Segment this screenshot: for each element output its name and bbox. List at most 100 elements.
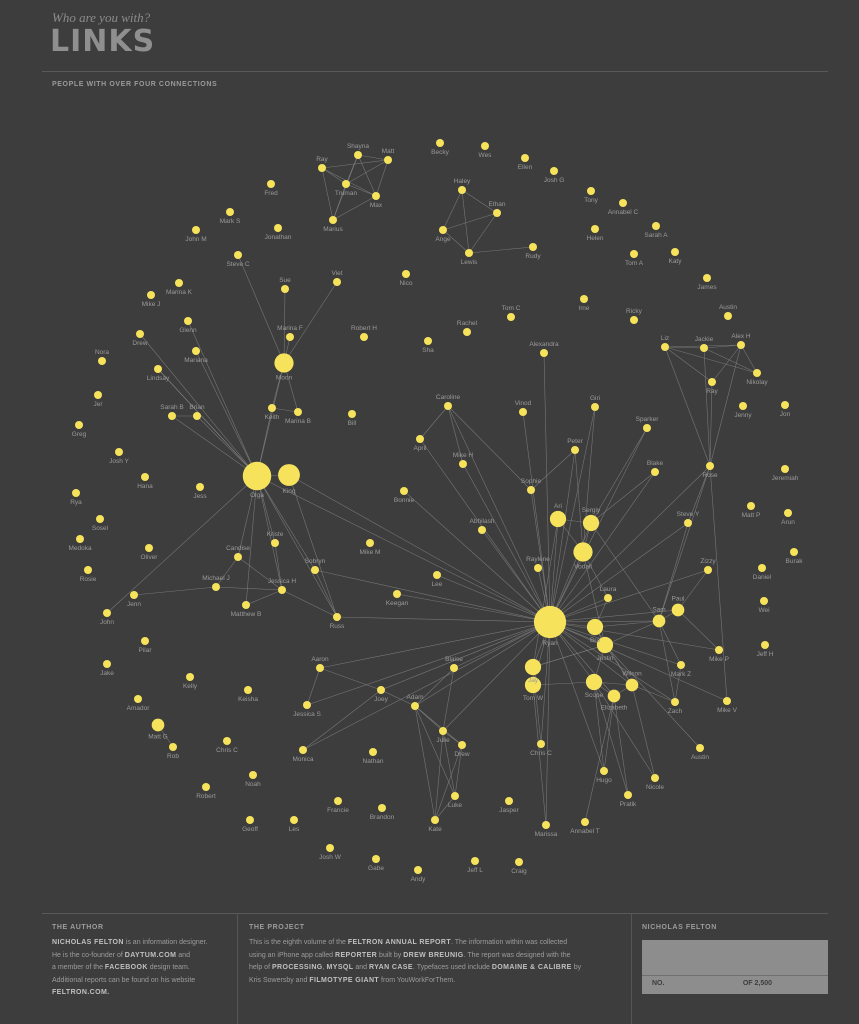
edge-olga-sobryn xyxy=(256,475,316,571)
label-ime: Ime xyxy=(579,305,590,312)
label-pratik: Pratik xyxy=(620,801,637,808)
footer-divider xyxy=(631,914,632,1024)
stat-no-label: NO. xyxy=(652,980,665,987)
edge-peter-sophie xyxy=(530,449,576,491)
label-marina-b: Marina B xyxy=(285,418,311,425)
edge-zizzy-paul xyxy=(677,569,709,611)
edge-michael-j-jessica-h xyxy=(215,586,283,591)
label-abhilash: Abhilash xyxy=(470,518,495,525)
node-mariana xyxy=(192,347,200,355)
node-jon xyxy=(781,401,789,409)
project-text: Kris Sowersby and xyxy=(249,976,310,984)
label-sha: Sha xyxy=(422,347,434,354)
edge-viet-moon xyxy=(283,281,338,364)
header-rule xyxy=(42,71,828,72)
node-russ xyxy=(333,613,341,621)
project-text: . Typefaces used include xyxy=(412,964,492,972)
label-keith: Keith xyxy=(265,414,280,421)
edge-alex-h-nikolay xyxy=(740,344,758,374)
label-keisha: Keisha xyxy=(238,696,258,703)
node-helen xyxy=(591,225,599,233)
author-name: NICHOLAS FELTON xyxy=(52,939,124,947)
edge-julie-kate xyxy=(434,730,444,821)
label-josh-g: Josh G xyxy=(544,177,565,184)
facebook-text: FACEBOOK xyxy=(104,964,148,972)
project-section: THE PROJECT This is the eighth volume of… xyxy=(249,922,625,987)
label-tom-a: Tom A xyxy=(625,260,644,267)
project-text: using an iPhone app called xyxy=(249,951,336,959)
label-annabel-t: Annabel T xyxy=(570,828,600,835)
node-jackie xyxy=(700,344,708,352)
label-haley: Haley xyxy=(454,178,471,185)
label-sobryn: Sobryn xyxy=(305,558,326,565)
label-medoka: Medoka xyxy=(68,545,92,552)
label-viet: Viet xyxy=(331,270,342,277)
label-hana: Hana xyxy=(137,483,153,490)
edge-adam-luke xyxy=(414,705,456,797)
node-wes xyxy=(481,142,489,150)
edge-ryan-paul xyxy=(549,609,679,623)
label-sarah-b: Sarah B xyxy=(160,404,184,411)
edge-rose-steve-y xyxy=(687,465,711,524)
edge-aaron-jessica-s xyxy=(306,667,321,706)
project-text: . The information within was collected xyxy=(451,939,568,947)
daytum-link[interactable]: DAYTUM.COM xyxy=(124,951,177,959)
node-matthew-b xyxy=(242,601,250,609)
label-bill: Bill xyxy=(348,420,357,427)
edge-haley-lewis xyxy=(461,189,470,254)
node-lindsay xyxy=(154,365,162,373)
label-sergiy: Sergiy xyxy=(582,507,601,514)
edge-caroline-sophie xyxy=(447,405,532,491)
label-liz: Liz xyxy=(661,335,669,342)
project-text: built by xyxy=(377,951,404,959)
label-jonathan: Jonathan xyxy=(265,234,292,241)
node-austin2 xyxy=(696,744,704,752)
label-jake: Jake xyxy=(100,670,114,677)
label-zizzy: Zizzy xyxy=(700,558,716,565)
label-amador: Amador xyxy=(127,705,151,712)
edge-steve-y-sam xyxy=(658,522,689,622)
project-text: help of xyxy=(249,964,272,972)
feltron-link[interactable]: FELTRON.COM. xyxy=(52,989,110,997)
label-alex-h: Alex H xyxy=(731,333,750,340)
label-king: King xyxy=(282,488,295,495)
edge-drew2-luke xyxy=(454,744,463,797)
node-bro xyxy=(586,618,604,636)
label-blake: Blake xyxy=(647,460,664,467)
edge-king-ryan xyxy=(288,474,551,623)
node-lewis xyxy=(465,249,473,257)
edge-ryan-bonnie xyxy=(403,490,551,623)
label-rudy: Rudy xyxy=(525,253,541,260)
label-raylene: Raylene xyxy=(526,556,550,563)
edge-shayna-matt xyxy=(357,154,389,161)
label-tom-c: Tom C xyxy=(502,305,521,312)
node-jeremiah xyxy=(781,465,789,473)
label-sophie: Sophie xyxy=(521,478,542,485)
edge-olga-john xyxy=(106,475,258,614)
node-brian xyxy=(193,412,201,420)
label-steve-y: Steve Y xyxy=(677,511,700,518)
edge-blake-sergiy xyxy=(590,471,656,524)
node-jer xyxy=(94,391,102,399)
author-text: is an information designer. xyxy=(123,939,208,947)
label-greg: Greg xyxy=(72,431,87,438)
stat-divider xyxy=(642,975,828,976)
node-gabe xyxy=(372,855,380,863)
node-greg xyxy=(75,421,83,429)
edge-ryan-blake xyxy=(549,471,656,623)
label-hugo: Hugo xyxy=(596,777,612,784)
label-john-m: John M xyxy=(185,236,206,243)
node-alexandra xyxy=(540,349,548,357)
node-sosel xyxy=(96,515,104,523)
label-mike-v: Mike V xyxy=(717,707,738,714)
node-noah xyxy=(249,771,257,779)
edge-rose-liz xyxy=(664,346,711,467)
label-sue: Sue xyxy=(279,277,291,284)
edge-ryan-alexandra xyxy=(543,352,551,623)
edge-liz-nikolay xyxy=(664,346,758,374)
edge-sue-moon xyxy=(283,288,286,364)
edge-ari-jay xyxy=(532,518,559,668)
node-kate xyxy=(431,816,439,824)
label-marius: Marius xyxy=(323,226,343,233)
node-chris-c1 xyxy=(223,737,231,745)
